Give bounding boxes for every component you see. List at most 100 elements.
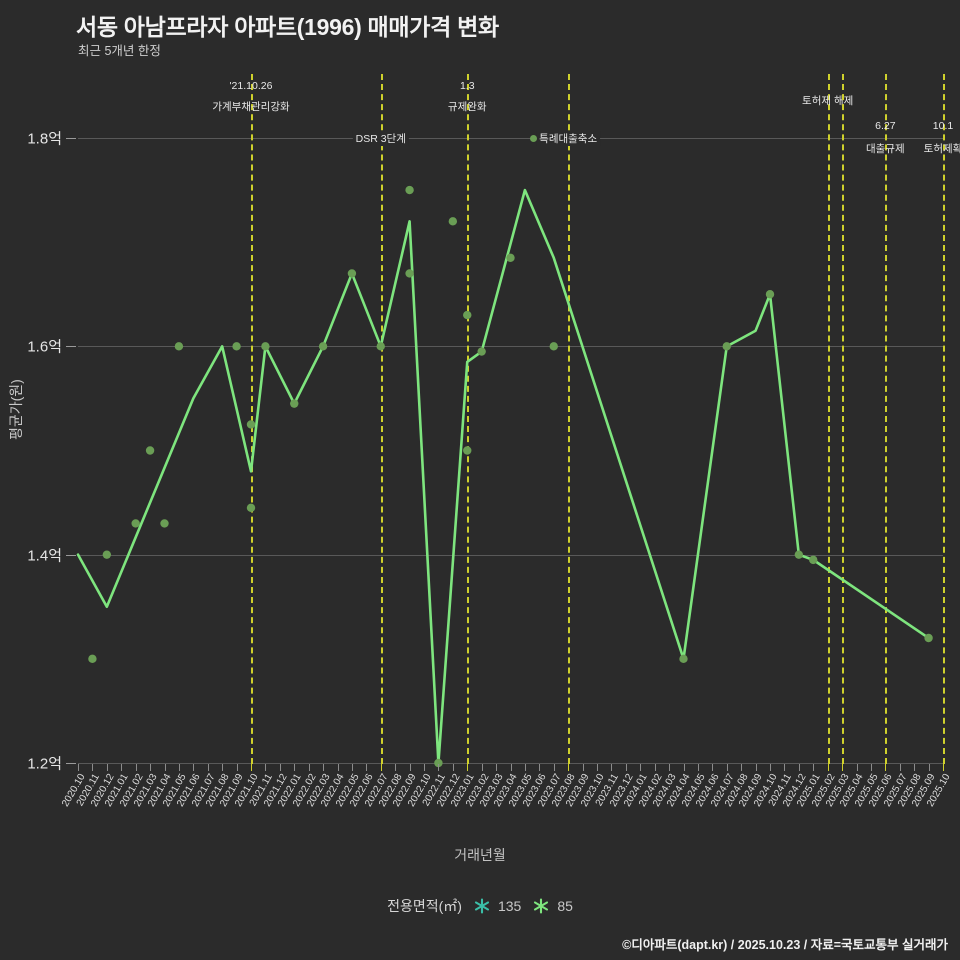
data-point[interactable] xyxy=(924,633,933,643)
x-tick xyxy=(899,764,901,771)
x-tick xyxy=(207,764,209,771)
legend-item-135[interactable]: 135 xyxy=(473,897,521,915)
data-point[interactable] xyxy=(318,342,328,351)
grid-line xyxy=(78,763,943,764)
event-line xyxy=(842,74,845,764)
data-point[interactable] xyxy=(477,347,486,356)
x-tick xyxy=(813,764,815,771)
x-tick xyxy=(452,764,454,771)
x-tick xyxy=(784,764,786,771)
y-tick-dash xyxy=(66,138,76,139)
x-tick xyxy=(496,764,498,771)
x-tick xyxy=(827,764,829,771)
x-tick xyxy=(222,764,224,771)
x-tick xyxy=(351,764,353,771)
x-axis-title: 거래년월 xyxy=(454,847,506,863)
data-point[interactable] xyxy=(506,253,515,262)
data-point[interactable] xyxy=(405,185,414,195)
event-line xyxy=(467,74,470,764)
x-tick xyxy=(611,764,613,771)
x-tick xyxy=(178,764,180,771)
data-point[interactable] xyxy=(434,758,443,768)
data-point[interactable] xyxy=(347,269,357,278)
data-point[interactable] xyxy=(765,290,775,299)
data-point[interactable] xyxy=(405,269,414,278)
x-tick xyxy=(366,764,368,771)
event-line xyxy=(943,74,945,764)
data-point[interactable] xyxy=(722,342,731,351)
event-line xyxy=(251,74,253,764)
x-tick xyxy=(539,764,541,771)
event-name-label: 가계부채관리강화 xyxy=(212,101,290,113)
asterisk-icon xyxy=(534,898,549,914)
data-point[interactable] xyxy=(794,550,804,559)
x-tick xyxy=(582,764,584,771)
data-point[interactable] xyxy=(232,342,241,351)
data-point[interactable] xyxy=(160,519,169,528)
x-tick xyxy=(294,764,296,771)
x-tick xyxy=(683,764,685,771)
x-tick xyxy=(597,764,598,771)
event-date-label: 1.3 xyxy=(459,80,475,92)
x-tick xyxy=(697,764,699,771)
event-date-label: 10.1 xyxy=(932,120,954,132)
x-tick xyxy=(770,764,771,771)
data-point[interactable] xyxy=(145,446,155,455)
data-point[interactable] xyxy=(448,217,458,226)
x-tick xyxy=(409,764,411,771)
data-point[interactable] xyxy=(246,420,256,429)
y-tick-label: 1.8억 xyxy=(27,130,62,148)
data-point[interactable] xyxy=(463,446,472,455)
x-tick xyxy=(755,764,757,771)
x-tick xyxy=(856,764,858,771)
event-name-label: 대출규제 xyxy=(866,143,905,155)
legend-item-85[interactable]: 85 xyxy=(532,897,573,915)
y-tick-dash xyxy=(66,346,76,348)
x-tick xyxy=(943,764,944,771)
data-point[interactable] xyxy=(809,555,818,565)
data-point[interactable] xyxy=(463,310,472,320)
page-title: 서동 아남프라자 아파트(1996) 매매가격 변화 xyxy=(76,14,499,40)
y-tick-label: 1.6억 xyxy=(27,338,62,356)
x-tick xyxy=(553,764,555,771)
data-point[interactable] xyxy=(102,550,112,559)
event-date-label: '21.10.26 xyxy=(229,80,273,92)
grid-line xyxy=(78,346,943,348)
x-tick xyxy=(654,764,656,771)
x-tick xyxy=(438,764,440,771)
x-tick xyxy=(928,764,930,771)
x-tick xyxy=(78,764,79,771)
data-point[interactable] xyxy=(549,342,558,351)
x-tick xyxy=(106,764,108,771)
data-point[interactable] xyxy=(246,503,256,512)
data-point[interactable] xyxy=(174,342,184,351)
x-tick xyxy=(135,764,137,771)
x-tick xyxy=(150,764,152,771)
x-tick xyxy=(640,764,642,771)
x-tick xyxy=(193,764,195,771)
data-point[interactable] xyxy=(376,342,385,351)
y-tick-dash xyxy=(66,763,76,764)
legend-title: 전용면적(㎡) xyxy=(387,898,462,914)
x-tick xyxy=(524,764,526,771)
series-line-85 xyxy=(76,188,930,765)
y-axis-title: 평균가(원) xyxy=(8,379,24,440)
data-point[interactable] xyxy=(679,654,688,664)
event-name-label: DSR 3단계 xyxy=(352,131,409,146)
series-85-line xyxy=(76,185,933,768)
data-point[interactable] xyxy=(131,519,140,528)
x-tick xyxy=(481,764,483,771)
data-point[interactable] xyxy=(88,654,97,664)
x-tick xyxy=(625,764,627,771)
data-point[interactable] xyxy=(261,342,270,351)
asterisk-icon xyxy=(474,898,490,914)
x-axis-labels: 2020.10 2020.11 2020.12 2021.01 2021.02 2021.… xyxy=(0,772,960,842)
x-tick xyxy=(798,764,800,771)
plot-area xyxy=(76,138,943,768)
x-tick xyxy=(885,764,887,771)
event-line xyxy=(885,74,888,764)
data-point[interactable] xyxy=(290,399,299,408)
y-tick-label: 1.4억 xyxy=(27,547,62,565)
x-tick xyxy=(308,764,310,771)
